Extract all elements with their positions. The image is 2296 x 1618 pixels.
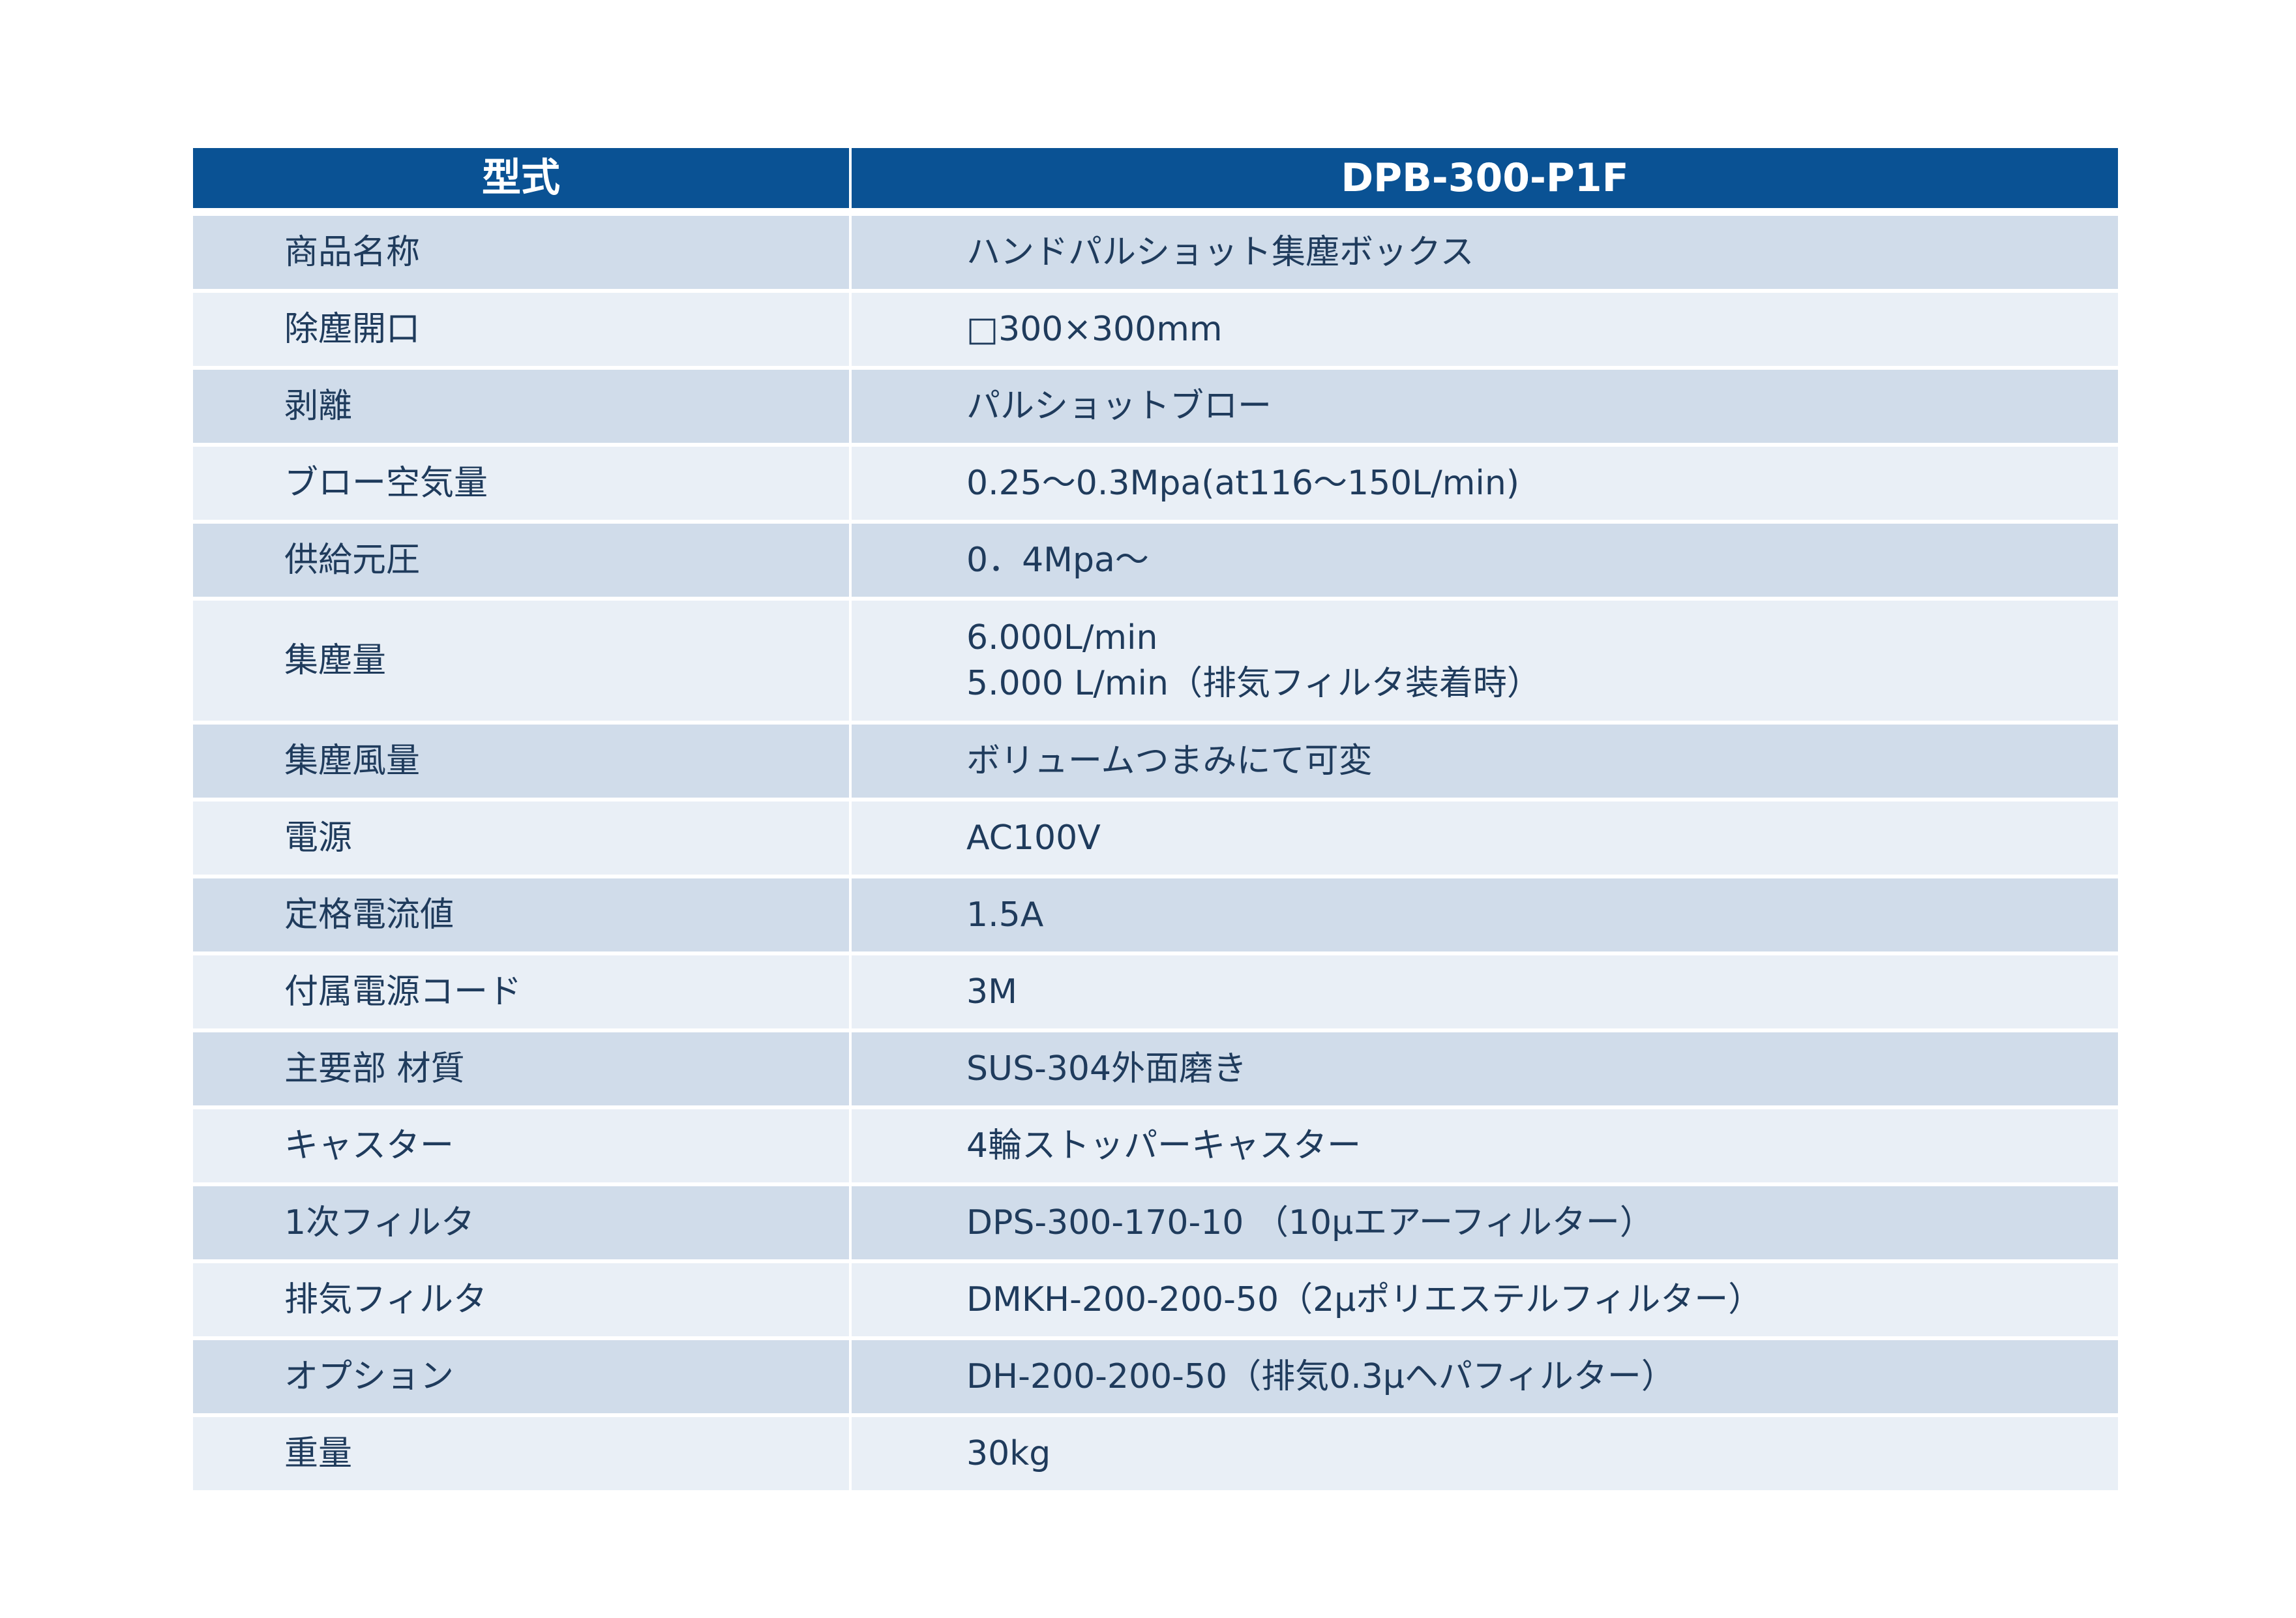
row-label: 定格電流値 xyxy=(193,878,852,955)
row-label: 集塵量 xyxy=(193,601,852,725)
row-value: DMKH-200-200-50（2μポリエステルフィルター） xyxy=(852,1263,2118,1340)
row-label: 排気フィルタ xyxy=(193,1263,852,1340)
row-value: ボリュームつまみにて可変 xyxy=(852,725,2118,802)
row-value: パルショットブロー xyxy=(852,370,2118,447)
row-value-line: 6.000L/min xyxy=(966,618,1158,657)
row-label: 1次フィルタ xyxy=(193,1186,852,1263)
row-label: 集塵風量 xyxy=(193,725,852,802)
spec-table: 型式 DPB-300-P1F 商品名称 ハンドパルショット集塵ボックス 除塵開口… xyxy=(193,148,2118,1494)
row-label: 供給元圧 xyxy=(193,524,852,601)
header-model-value: DPB-300-P1F xyxy=(852,148,2118,216)
row-value: 1.5A xyxy=(852,878,2118,955)
row-value: AC100V xyxy=(852,802,2118,878)
row-value: DH-200-200-50（排気0.3μヘパフィルター） xyxy=(852,1340,2118,1417)
row-label: キャスター xyxy=(193,1109,852,1186)
row-label: 剥離 xyxy=(193,370,852,447)
row-label: 主要部 材質 xyxy=(193,1032,852,1109)
row-value: SUS-304外面磨き xyxy=(852,1032,2118,1109)
row-label: オプション xyxy=(193,1340,852,1417)
row-label: 重量 xyxy=(193,1417,852,1494)
row-label: 電源 xyxy=(193,802,852,878)
row-value: 3M xyxy=(852,955,2118,1032)
row-value-line: 5.000 L/min（排気フィルタ装着時） xyxy=(966,664,1541,703)
row-value: ハンドパルショット集塵ボックス xyxy=(852,216,2118,293)
row-value: 6.000L/min 5.000 L/min（排気フィルタ装着時） xyxy=(852,601,2118,725)
header-label: 型式 xyxy=(193,148,852,216)
row-label: 付属電源コード xyxy=(193,955,852,1032)
row-value: 0．4Mpa～ xyxy=(852,524,2118,601)
row-value: □300×300mm xyxy=(852,293,2118,370)
row-value: 30kg xyxy=(852,1417,2118,1494)
row-value: 0.25～0.3Mpa(at116～150L/min) xyxy=(852,447,2118,524)
row-value: DPS-300-170-10 （10μエアーフィルター） xyxy=(852,1186,2118,1263)
row-value: 4輪ストッパーキャスター xyxy=(852,1109,2118,1186)
row-label: 除塵開口 xyxy=(193,293,852,370)
row-label: 商品名称 xyxy=(193,216,852,293)
value-stack: 6.000L/min 5.000 L/min（排気フィルタ装着時） xyxy=(966,615,1541,706)
row-label: ブロー空気量 xyxy=(193,447,852,524)
